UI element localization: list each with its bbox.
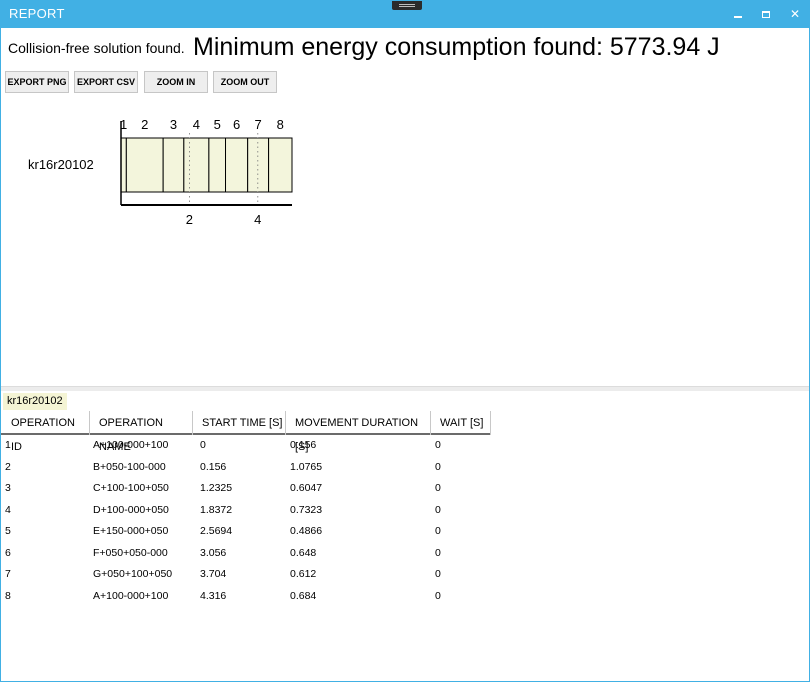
table-cell: 0 bbox=[435, 568, 441, 580]
operation-label-3: 3 bbox=[170, 117, 177, 132]
minimize-icon bbox=[734, 16, 742, 18]
table-cell: G+050+100+050 bbox=[93, 568, 173, 580]
gantt-bars bbox=[120, 137, 293, 193]
table-cell: 1.8372 bbox=[200, 503, 233, 516]
gantt-bar-6 bbox=[225, 137, 249, 193]
table-header: OPERATION ID OPERATION NAME START TIME [S]… bbox=[1, 411, 491, 453]
operation-label-6: 6 bbox=[233, 117, 240, 132]
table-cell: 0 bbox=[435, 525, 441, 537]
maximize-icon bbox=[762, 11, 770, 18]
table-cell: 7 bbox=[5, 568, 11, 580]
table-cell: 8 bbox=[5, 589, 11, 602]
column-header-5[interactable]: WAIT [S] bbox=[431, 411, 491, 435]
table-cell: 5 bbox=[5, 525, 11, 537]
robot-label: kr16r20102 bbox=[28, 157, 94, 172]
table-cell: 0.6047 bbox=[290, 482, 323, 494]
operation-label-5: 5 bbox=[214, 117, 221, 132]
zoom-out-button[interactable]: ZOOM OUT bbox=[213, 71, 277, 93]
maximize-button[interactable] bbox=[755, 4, 777, 24]
table-cell: 0 bbox=[435, 546, 441, 559]
table-cell: 0 bbox=[435, 503, 441, 516]
table-cell: C+100-100+050 bbox=[93, 482, 169, 494]
export-png-button[interactable]: EXPORT PNG bbox=[5, 71, 69, 93]
table-cell: 4 bbox=[5, 503, 11, 516]
table-cell: 3.704 bbox=[200, 568, 227, 580]
table-body: 1 A+100-000+100 0 0.156 0 2 B+050-100-000 0.156… bbox=[1, 435, 491, 607]
table-cell: 1 bbox=[5, 439, 11, 451]
table-cell: 0.7323 bbox=[290, 503, 323, 516]
table-cell: 4.316 bbox=[200, 589, 227, 602]
table-cell: 0 bbox=[435, 460, 441, 473]
table-row[interactable]: 4 D+100-000+050 1.8372 0.7323 0 bbox=[1, 500, 491, 522]
table-cell: 0.684 bbox=[290, 589, 317, 602]
gantt-bar-3 bbox=[162, 137, 185, 193]
table-row[interactable]: 7 G+050+100+050 3.704 0.612 0 bbox=[1, 564, 491, 586]
operation-label-1: 1 bbox=[120, 117, 127, 132]
time-tick-label-4: 4 bbox=[254, 212, 261, 227]
table-cell: 0.156 bbox=[290, 439, 317, 451]
table-cell: A+100-000+100 bbox=[93, 589, 169, 602]
time-tick-label-2: 2 bbox=[186, 212, 193, 227]
table-cell: 6 bbox=[5, 546, 11, 559]
window-title: REPORT bbox=[9, 6, 65, 21]
table-cell: D+100-000+050 bbox=[93, 503, 169, 516]
table-cell: F+050+050-000 bbox=[93, 546, 168, 559]
table-cell: 2 bbox=[5, 460, 11, 473]
close-icon: ✕ bbox=[789, 7, 801, 21]
pane-splitter[interactable] bbox=[1, 386, 809, 391]
operation-label-2: 2 bbox=[141, 117, 148, 132]
zoom-in-button[interactable]: ZOOM IN bbox=[144, 71, 208, 93]
column-header-2[interactable]: OPERATION NAME bbox=[90, 411, 193, 453]
table-cell: 0.648 bbox=[290, 546, 317, 559]
table-cell: 0.4866 bbox=[290, 525, 323, 537]
table-cell: E+150-000+050 bbox=[93, 525, 169, 537]
table-row[interactable]: 6 F+050+050-000 3.056 0.648 0 bbox=[1, 543, 491, 565]
operation-label-8: 8 bbox=[277, 117, 284, 132]
table-cell: 2.5694 bbox=[200, 525, 233, 537]
gantt-bar-4 bbox=[183, 137, 210, 193]
drag-grip-icon[interactable] bbox=[392, 1, 422, 10]
table-cell: 3 bbox=[5, 482, 11, 494]
table-cell: 3.056 bbox=[200, 546, 227, 559]
table-cell: A+100-000+100 bbox=[93, 439, 169, 451]
column-header-1[interactable]: OPERATION ID bbox=[2, 411, 90, 453]
gantt-bar-8 bbox=[268, 137, 293, 193]
table-cell: 0.612 bbox=[290, 568, 317, 580]
table-cell: B+050-100-000 bbox=[93, 460, 166, 473]
table-robot-tab[interactable]: kr16r20102 bbox=[3, 393, 67, 410]
table-cell: 0 bbox=[435, 589, 441, 602]
title-bar[interactable]: REPORT ✕ bbox=[1, 1, 809, 28]
solution-status: Collision-free solution found. bbox=[8, 40, 185, 56]
gantt-bar-1 bbox=[120, 137, 127, 193]
table-cell: 0 bbox=[435, 482, 441, 494]
table-cell: 0 bbox=[435, 439, 441, 451]
table-cell: 1.0765 bbox=[290, 460, 323, 473]
close-button[interactable]: ✕ bbox=[784, 4, 806, 24]
table-cell: 0 bbox=[200, 439, 206, 451]
energy-summary: Minimum energy consumption found: 5773.9… bbox=[193, 33, 720, 61]
gantt-bar-5 bbox=[208, 137, 227, 193]
operations-table: OPERATION ID OPERATION NAME START TIME [S]… bbox=[1, 411, 491, 607]
table-row[interactable]: 5 E+150-000+050 2.5694 0.4866 0 bbox=[1, 521, 491, 543]
gantt-bar-2 bbox=[125, 137, 164, 193]
table-row[interactable]: 2 B+050-100-000 0.156 1.0765 0 bbox=[1, 457, 491, 479]
table-cell: 1.2325 bbox=[200, 482, 233, 494]
table-row[interactable]: 3 C+100-100+050 1.2325 0.6047 0 bbox=[1, 478, 491, 500]
table-row[interactable]: 1 A+100-000+100 0 0.156 0 bbox=[1, 435, 491, 457]
column-header-3[interactable]: START TIME [S] bbox=[193, 411, 286, 435]
operation-label-4: 4 bbox=[193, 117, 200, 132]
table-row[interactable]: 8 A+100-000+100 4.316 0.684 0 bbox=[1, 586, 491, 608]
table-cell: 0.156 bbox=[200, 460, 227, 473]
minimize-button[interactable] bbox=[727, 4, 749, 24]
operation-label-7: 7 bbox=[255, 117, 262, 132]
export-csv-button[interactable]: EXPORT CSV bbox=[74, 71, 138, 93]
column-header-4[interactable]: MOVEMENT DURATION [S] bbox=[286, 411, 431, 453]
